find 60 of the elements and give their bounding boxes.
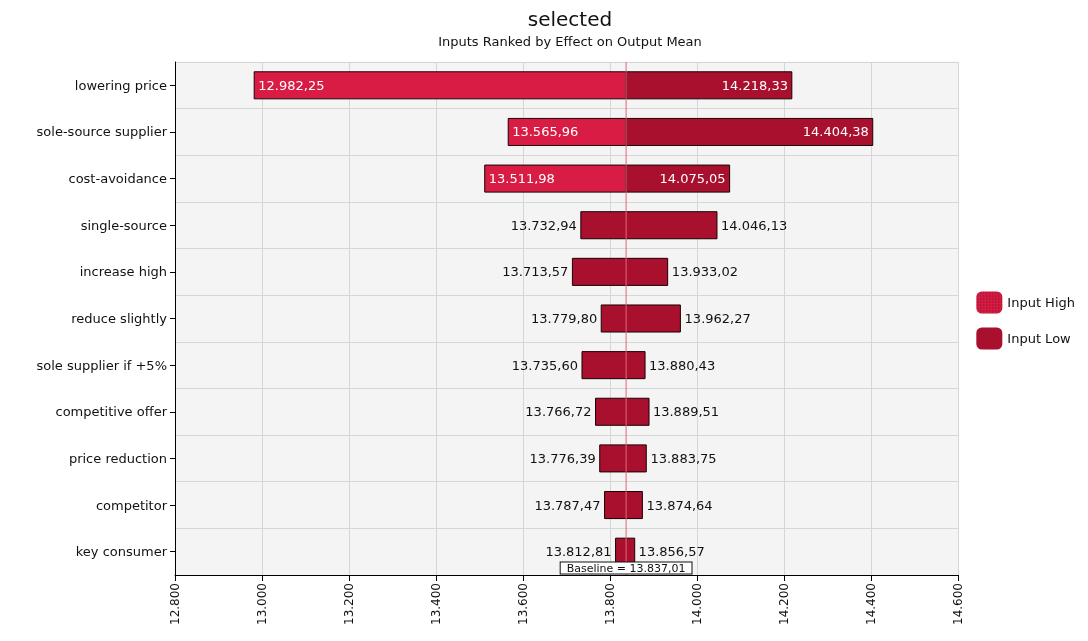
annotation: 13.856,57: [638, 544, 705, 560]
annotation: 14.046,13: [721, 217, 788, 233]
annotation: 13.779,80: [531, 311, 598, 326]
annotation: 13.713,57: [502, 264, 569, 280]
x-tick-label: 14.000: [690, 583, 704, 625]
legend-label: Input High: [1007, 295, 1076, 310]
annotation: 13.812,81: [545, 544, 612, 560]
annotation: 13.776,39: [529, 450, 596, 466]
annotation: 13.735,60: [511, 357, 578, 373]
y-tick-label: price reduction: [68, 450, 167, 466]
annotation: 13.565,96: [512, 124, 579, 140]
annotation: 14.218,33: [721, 77, 788, 93]
y-tick-label: sole supplier if +5%: [36, 357, 167, 373]
y-tick-label: reduce slightly: [71, 311, 168, 326]
annotation: 12.982,25: [258, 77, 325, 93]
bar: [625, 164, 731, 193]
chart-subtitle: Inputs Ranked by Effect on Output Mean: [438, 34, 702, 49]
y-tick-label: lowering price: [74, 77, 167, 93]
annotation: 14.075,05: [659, 171, 726, 187]
annotation: 13.883,75: [650, 450, 717, 466]
annotation: 13.511,98: [488, 171, 555, 187]
x-tick-label: 14.600: [951, 583, 965, 625]
bar: [595, 397, 650, 426]
y-tick-label: competitive offer: [55, 404, 168, 420]
y-tick-label: competitor: [95, 497, 168, 513]
x-tick-label: 13.000: [255, 583, 269, 625]
bar: [625, 117, 874, 146]
annotation: 13.874,64: [646, 497, 713, 513]
annotation: 13.933,02: [671, 264, 739, 280]
chart-title: selected: [527, 7, 613, 31]
annotation: 13.889,51: [652, 404, 720, 420]
x-tick-label: 12.800: [168, 583, 182, 625]
bar: [253, 71, 627, 100]
annotation: 13.880,43: [648, 357, 716, 373]
bar: [604, 491, 643, 520]
y-tick-label: single-source: [80, 217, 167, 233]
annotation: 13.787,47: [534, 497, 601, 513]
annotation: 13.962,27: [684, 311, 751, 326]
x-tick-label: 13.200: [342, 583, 356, 625]
bar: [581, 351, 646, 380]
x-tick-label: 13.400: [429, 583, 443, 625]
y-tick-label: key consumer: [75, 544, 168, 560]
x-tick-label: 14.400: [864, 583, 878, 625]
ref-line-label: Baseline = 13.837,01: [566, 561, 686, 575]
annotation: 13.732,94: [510, 217, 577, 233]
x-tick-label: 13.800: [603, 583, 617, 625]
x-tick-label: 14.200: [777, 583, 791, 625]
annotation: 13.766,72: [525, 404, 592, 420]
y-tick-label: cost-avoidance: [68, 171, 167, 187]
bar: [599, 444, 647, 473]
bar: [571, 257, 669, 286]
annotation: 14.404,38: [802, 124, 869, 140]
legend-label: Input Low: [1007, 331, 1072, 346]
bar: [600, 304, 681, 333]
bar: [580, 211, 718, 240]
y-tick-label: increase high: [79, 264, 167, 280]
y-tick-label: sole-source supplier: [36, 124, 168, 140]
x-tick-label: 13.600: [516, 583, 530, 625]
bar: [484, 164, 627, 193]
bar: [625, 71, 793, 100]
